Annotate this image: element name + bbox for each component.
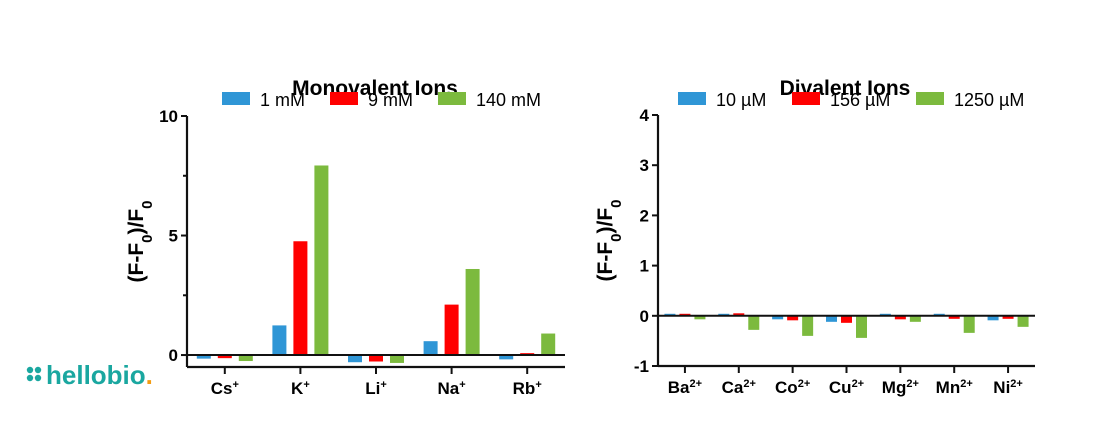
bar [963, 315, 975, 333]
bar [272, 325, 287, 356]
y-tick-label: 0 [640, 307, 649, 326]
x-tick-label: Co2+ [775, 378, 810, 397]
legend-label: 1 mM [260, 90, 305, 110]
y-tick-label: -1 [634, 357, 649, 376]
bar [238, 355, 253, 362]
y-axis-label: (F-F0)/F0 [594, 200, 625, 282]
y-axis-label: (F-F0)/F0 [125, 201, 156, 283]
legend-label: 1250 µM [954, 90, 1024, 110]
legend-swatch [222, 92, 250, 105]
bar [772, 315, 784, 320]
legend-swatch [916, 92, 944, 105]
x-tick-label: K+ [291, 379, 310, 398]
y-tick-label: 5 [169, 227, 178, 246]
bar [841, 315, 852, 323]
bar [679, 313, 691, 316]
bar [465, 268, 480, 356]
x-tick-label: Ca2+ [722, 378, 756, 397]
y-tick-label: 10 [159, 107, 178, 126]
y-tick-label: 0 [169, 346, 178, 365]
x-tick-label: Ba2+ [668, 378, 702, 397]
bar [1017, 315, 1029, 327]
bar [694, 315, 706, 320]
bar [718, 313, 730, 316]
bar [933, 313, 945, 316]
bar [369, 355, 383, 362]
bar [423, 341, 438, 356]
legend-swatch [438, 92, 466, 105]
bar [909, 315, 921, 322]
y-tick-label: 2 [640, 206, 649, 225]
legend-swatch [792, 92, 820, 105]
bar [894, 315, 906, 320]
y-tick-label: 3 [640, 156, 649, 175]
x-tick-label: Mn2+ [936, 378, 973, 397]
legend-label: 156 µM [830, 90, 890, 110]
hellobio-logo: hellobio. [26, 360, 153, 390]
bar [826, 315, 837, 322]
logo-dot-icon [26, 366, 34, 374]
bar [217, 355, 232, 359]
x-tick-label: Na+ [438, 379, 466, 398]
x-tick-label: Cu2+ [829, 378, 864, 397]
x-tick-label: Ni2+ [993, 378, 1023, 397]
bar [879, 313, 891, 316]
bar [293, 241, 308, 356]
y-tick-label: 1 [640, 257, 649, 276]
bar [541, 333, 556, 356]
legend-label: 140 mM [476, 90, 541, 110]
bar [348, 355, 362, 363]
logo-dot-icon [34, 366, 42, 374]
legend-label: 10 µM [716, 90, 766, 110]
bar [987, 315, 999, 321]
x-tick-label: Rb+ [513, 379, 542, 398]
bar [787, 315, 799, 321]
bar [733, 313, 745, 316]
legend-swatch [678, 92, 706, 105]
bar [196, 355, 211, 359]
bar [948, 315, 960, 319]
x-tick-label: Cs+ [211, 379, 239, 398]
x-tick-label: Mg2+ [882, 378, 919, 397]
bar [314, 165, 329, 356]
bar [856, 315, 867, 338]
bar [802, 315, 814, 336]
bar [748, 315, 760, 330]
logo-dot-icon [26, 374, 34, 382]
y-tick-label: 4 [640, 106, 650, 125]
bar [664, 313, 676, 316]
legend-label: 9 mM [368, 90, 413, 110]
bar [444, 304, 459, 356]
legend-swatch [330, 92, 358, 105]
bar [390, 355, 404, 363]
bar [499, 355, 514, 360]
logo-text: hellobio. [46, 360, 153, 390]
x-tick-label: Li+ [365, 379, 387, 398]
logo-dot-icon [34, 374, 42, 382]
bar [1002, 315, 1014, 319]
